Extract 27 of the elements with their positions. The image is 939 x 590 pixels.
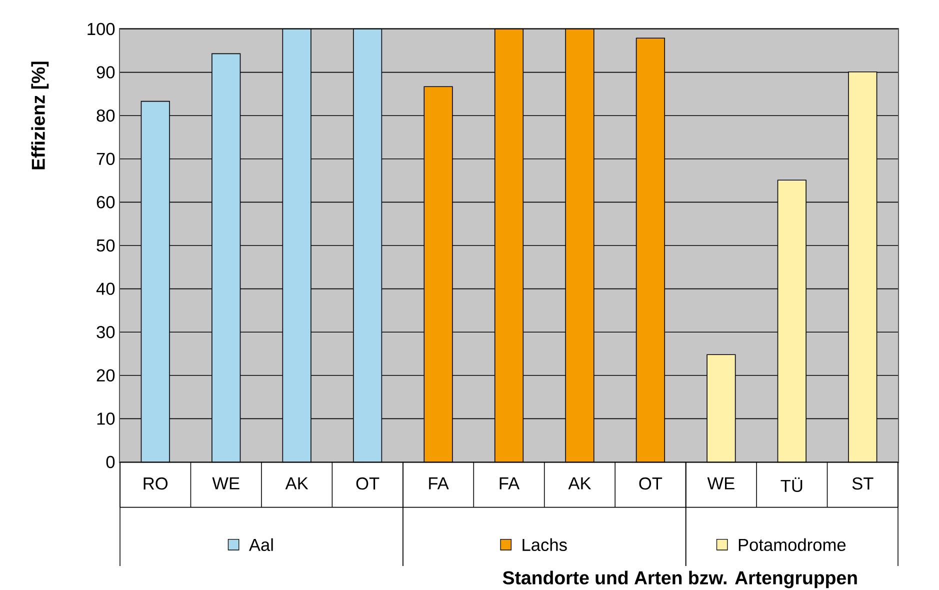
x-tick-label: RO [144, 477, 168, 490]
y-tick-label: 80 [96, 109, 115, 122]
x-tick-label: OT [639, 477, 662, 490]
y-tick-label: 70 [96, 152, 115, 166]
legend-label: Aal [248, 538, 273, 552]
y-tick-label: 100 [88, 22, 115, 36]
legend-label: Potamodrome [738, 538, 846, 552]
x-tick-label: TÜ [780, 477, 802, 492]
y-tick-label: 40 [96, 282, 115, 295]
y-tick-label: 90 [96, 66, 115, 78]
x-tick-label: ST [852, 477, 874, 490]
y-tick-label: 60 [96, 196, 115, 208]
x-tick-label: WE [707, 477, 734, 490]
x-tick-label: AK [285, 477, 308, 490]
x-axis-title: Standorte und Arten bzw. Artengruppen [502, 570, 857, 588]
y-tick-label: 30 [96, 326, 115, 338]
x-tick-label: WE [212, 477, 240, 490]
x-tick-label: FA [500, 477, 520, 490]
y-tick-label: 0 [106, 456, 115, 468]
y-axis-title: Effizienz [%] [31, 62, 49, 170]
x-tick-label: OT [356, 477, 380, 490]
x-tick-label: AK [568, 477, 592, 490]
y-tick-label: 10 [97, 412, 115, 425]
y-tick-label: 20 [96, 369, 115, 382]
y-tick-label: 50 [96, 239, 115, 252]
x-tick-label: FA [429, 477, 449, 490]
legend-label: Lachs [522, 538, 567, 552]
